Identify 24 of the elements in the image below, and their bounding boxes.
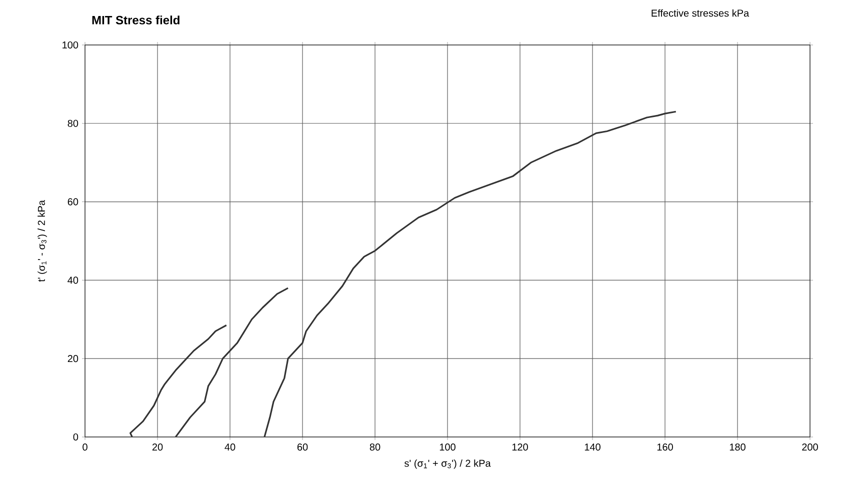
y-tick-label: 100 [62,41,78,49]
x-axis-title: s' (σ$_{1}$' + σ$_{3}$') / 2 kPa [404,459,491,469]
text: Effective stresses kPa [652,9,750,17]
x-tick-label: 80 [370,444,380,451]
x-tick-label: 0 [82,444,88,451]
x-tick-label: 40 [224,444,236,451]
y-tick-label: 40 [68,276,78,284]
line-series [174,287,289,437]
y-axis-title: t' (σ$_{1}$' - σ$_{3}$') / 2 kPa [38,200,47,282]
x-tick-label: 100 [440,444,456,451]
x-tick-label: 180 [730,444,746,451]
line-series [130,324,228,437]
x-tick-label: 140 [584,444,600,451]
x-tick-label: 20 [152,444,163,451]
y-tick-label: 20 [68,355,78,362]
x-tick-label: 120 [512,444,528,451]
y-tick-label: 0 [73,433,78,441]
x-tick-label: 160 [657,444,673,451]
line-series [264,110,677,437]
chart-title: MIT Stress field [92,16,180,24]
x-tick-label: 200 [802,444,818,451]
y-tick-label: 60 [68,198,78,206]
y-tick-label: 80 [68,120,78,127]
x-tick-label: 60 [297,444,308,451]
